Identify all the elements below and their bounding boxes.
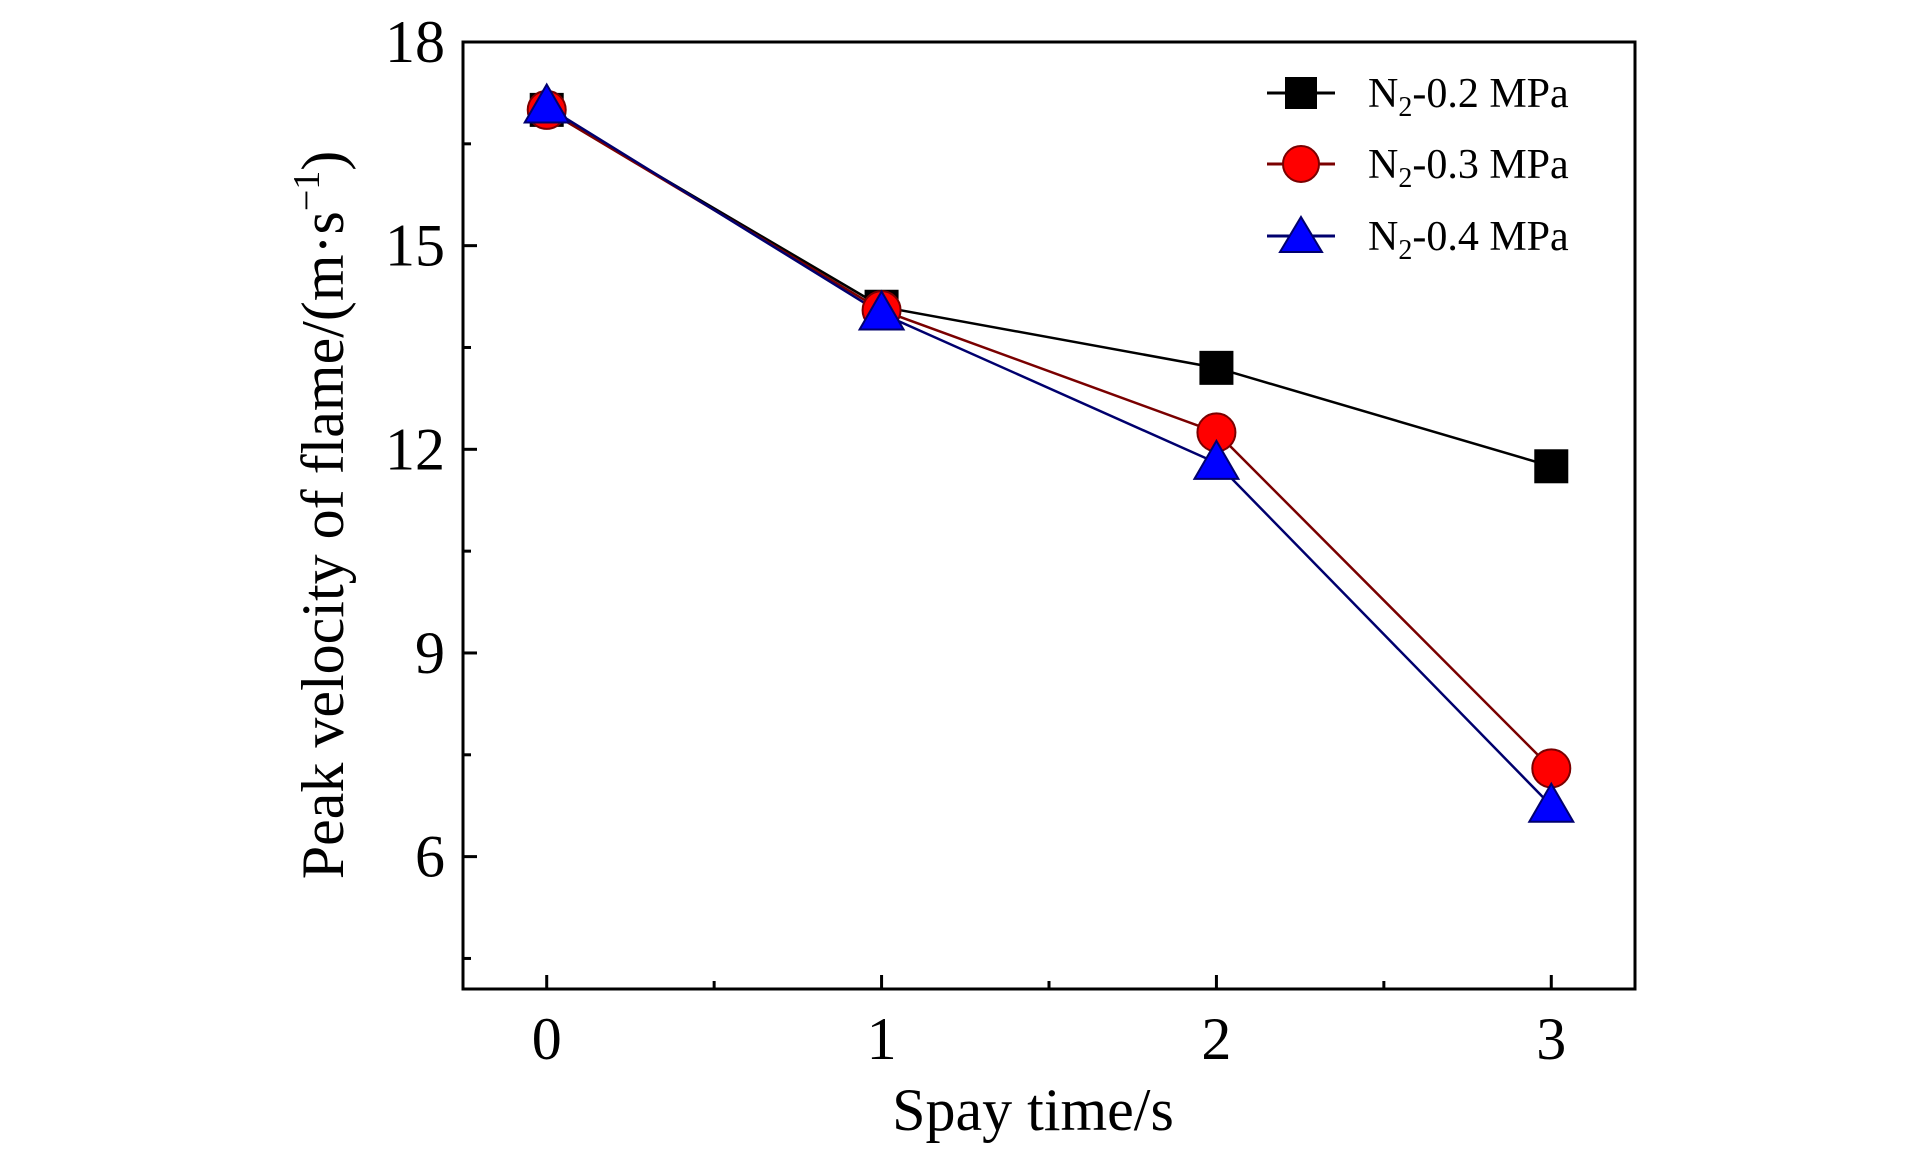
y-axis-title-sup: −1 — [286, 171, 328, 211]
legend-label-1-sub: 2 — [1398, 163, 1412, 194]
legend-label-2-post: -0.4 MPa — [1412, 214, 1569, 260]
x-tick-label-2: 2 — [1201, 1006, 1231, 1072]
legend-label-2: N2-0.4 MPa — [1368, 214, 1569, 266]
x-tick-label-1: 1 — [867, 1006, 897, 1072]
legend-label-1-pre: N — [1368, 142, 1398, 188]
legend-marker-0 — [1285, 77, 1317, 109]
legend-label-0: N2-0.2 MPa — [1368, 71, 1569, 123]
data-point-s2-1 — [857, 289, 906, 331]
legend-label-0-post: -0.2 MPa — [1412, 71, 1569, 117]
y-tick-label-3: 15 — [385, 213, 445, 279]
legend-label-0-pre: N — [1368, 71, 1398, 117]
data-point-s2-3 — [1527, 781, 1576, 823]
legend-label-1-post: -0.3 MPa — [1412, 142, 1569, 188]
y-axis-title: Peak velocity of flame/(m·s−1) — [286, 151, 356, 880]
data-point-s2-2 — [1192, 438, 1241, 480]
series-lines — [546, 105, 1553, 807]
y-tick-label-4: 18 — [385, 9, 445, 75]
y-axis-title-main: Peak velocity of flame/(m·s — [290, 211, 356, 879]
series-line-0 — [546, 108, 1552, 468]
data-point-s1-3 — [1531, 748, 1572, 789]
series-line-2 — [546, 105, 1553, 807]
x-axis-title: Spay time/s — [892, 1077, 1174, 1143]
y-axis-title-close: ) — [290, 151, 356, 171]
legend-label-2-pre: N — [1368, 214, 1398, 260]
legend-marker-1 — [1282, 145, 1320, 183]
x-tick-label-3: 3 — [1536, 1006, 1566, 1072]
y-tick-label-1: 9 — [415, 620, 445, 686]
legend-entry-2: N2-0.4 MPa — [1267, 214, 1569, 266]
y-tick-label-0: 6 — [415, 824, 445, 890]
x-tick-label-0: 0 — [532, 1006, 562, 1072]
legend-marker-2 — [1278, 215, 1324, 253]
data-point-s2-0 — [522, 82, 571, 124]
legend-entry-1: N2-0.3 MPa — [1267, 142, 1569, 194]
legend-label-1: N2-0.3 MPa — [1368, 142, 1569, 194]
legend-label-2-sub: 2 — [1398, 235, 1412, 266]
data-point-s0-2 — [1199, 350, 1234, 385]
legend-entry-0: N2-0.2 MPa — [1267, 71, 1569, 123]
y-tick-label-2: 12 — [385, 416, 445, 482]
series-markers — [522, 82, 1576, 823]
legend: N2-0.2 MPa N2-0.3 MPa N2-0.4 MPa — [1267, 71, 1569, 266]
legend-label-0-sub: 2 — [1398, 92, 1412, 123]
data-point-s0-3 — [1534, 449, 1569, 484]
series-line-1 — [546, 108, 1553, 770]
